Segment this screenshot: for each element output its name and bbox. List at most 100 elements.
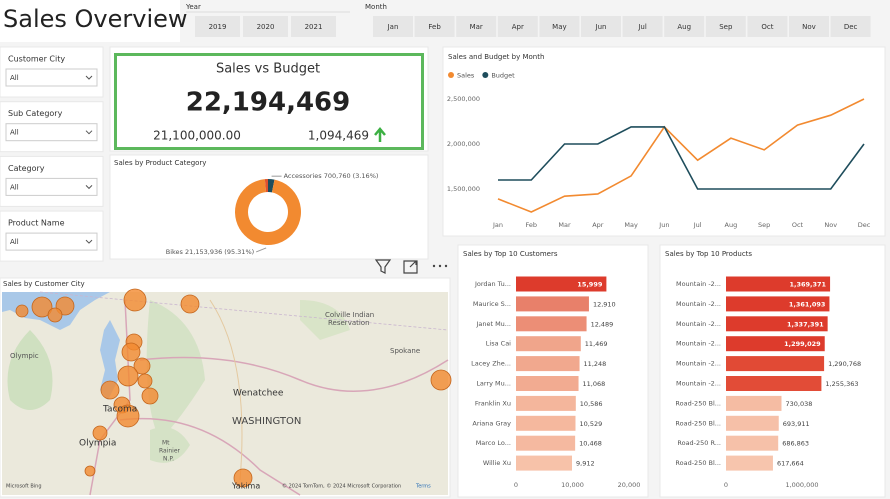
legend-label: Budget bbox=[491, 72, 515, 80]
dropdown-value: All bbox=[10, 129, 19, 137]
map-bubble bbox=[137, 373, 153, 389]
visual-toolbar bbox=[374, 259, 448, 274]
x-tick-label: Apr bbox=[592, 221, 604, 229]
slicer-button[interactable] bbox=[789, 16, 829, 37]
donut-slice bbox=[268, 179, 275, 193]
slicer-label: Sub Category bbox=[8, 109, 63, 118]
slicer-button[interactable] bbox=[497, 16, 538, 37]
data-label: 617,664 bbox=[777, 460, 804, 468]
slicer-button[interactable] bbox=[747, 16, 788, 37]
map-border bbox=[39, 291, 449, 331]
map[interactable]: Olympic Colville Indian Reservation Spok… bbox=[2, 288, 452, 496]
kpi-title: Sales vs Budget bbox=[216, 62, 320, 77]
slicer-button[interactable] bbox=[195, 16, 240, 37]
category-label: Lisa Cai bbox=[486, 340, 511, 348]
data-label: 12,489 bbox=[591, 320, 614, 328]
y-tick-label: 1,500,000 bbox=[447, 185, 480, 193]
map-bubble bbox=[121, 342, 141, 362]
legend-marker bbox=[482, 72, 489, 78]
slicer-button[interactable] bbox=[539, 16, 580, 37]
bar bbox=[726, 415, 779, 431]
slicer-button[interactable] bbox=[243, 16, 288, 37]
dropdown[interactable] bbox=[5, 68, 98, 87]
title-bg bbox=[0, 0, 180, 42]
x-tick-label: Mar bbox=[558, 221, 571, 229]
bar bbox=[516, 415, 576, 431]
chart-title: Sales by Product Category bbox=[114, 159, 206, 167]
map-bubbles bbox=[15, 288, 452, 488]
dot bbox=[432, 264, 436, 268]
data-label: 693,911 bbox=[783, 420, 810, 428]
slicer-button[interactable] bbox=[373, 16, 413, 37]
slicer-button[interactable] bbox=[664, 16, 705, 37]
chevron bbox=[85, 185, 93, 190]
slicer-option: Jan bbox=[387, 23, 399, 31]
slicer-option: Sep bbox=[719, 23, 733, 31]
bar bbox=[516, 376, 579, 391]
series-line bbox=[498, 126, 865, 190]
slicer-button[interactable] bbox=[622, 16, 663, 37]
data-label: Bikes 21,153,936 (95.31%) bbox=[166, 248, 254, 256]
dropdown-value: All bbox=[10, 74, 19, 82]
slicer-button[interactable] bbox=[291, 16, 336, 37]
slicer-button[interactable] bbox=[830, 16, 871, 37]
slicer-button[interactable] bbox=[705, 16, 746, 37]
slicer-label: Month bbox=[365, 3, 387, 11]
map-place: Olympic bbox=[10, 352, 39, 360]
dropdown[interactable] bbox=[5, 123, 98, 142]
slicer-button[interactable] bbox=[581, 16, 621, 37]
x-tick-label: 10,000 bbox=[561, 481, 584, 489]
data-label: 10,468 bbox=[579, 440, 602, 448]
bar bbox=[516, 395, 576, 411]
dropdown[interactable] bbox=[5, 232, 98, 251]
data-label: 1,290,768 bbox=[828, 360, 861, 368]
map-place: Colville Indian bbox=[325, 311, 374, 319]
map-bubble bbox=[180, 294, 200, 314]
filter-icon[interactable] bbox=[374, 259, 392, 274]
slicer-option: Jul bbox=[637, 23, 647, 31]
dot bbox=[438, 264, 442, 268]
chart-title: Sales and Budget by Month bbox=[448, 53, 544, 61]
map-attribution: © 2024 TomTom, © 2024 Microsoft Corporat… bbox=[282, 483, 401, 490]
data-label: 9,912 bbox=[576, 460, 595, 468]
data-label: 10,529 bbox=[579, 420, 602, 428]
slicer-label: Year bbox=[185, 3, 201, 11]
data-label: 1,369,371 bbox=[789, 281, 826, 289]
slicer-option: Feb bbox=[428, 23, 441, 31]
bar bbox=[516, 276, 607, 292]
map-place: Mt bbox=[162, 440, 170, 447]
slicer-button[interactable] bbox=[414, 16, 455, 37]
donut-slice bbox=[264, 179, 268, 193]
category-label: Lacey Zhe... bbox=[471, 360, 511, 368]
chevron bbox=[85, 239, 93, 244]
bar bbox=[726, 316, 828, 332]
more-icon[interactable] bbox=[432, 264, 448, 268]
chart-title: Sales by Top 10 Products bbox=[665, 250, 752, 258]
slicer-button[interactable] bbox=[456, 16, 497, 37]
map-bubble bbox=[31, 296, 53, 318]
category-label: Mountain -2... bbox=[676, 300, 721, 308]
x-tick-label: 1,000,000 bbox=[785, 481, 818, 489]
bar bbox=[726, 276, 831, 292]
map-terms[interactable]: Terms bbox=[415, 484, 431, 490]
map-place: Rainier bbox=[159, 448, 181, 455]
bar bbox=[516, 336, 581, 352]
slicer-option: Apr bbox=[512, 23, 524, 31]
map-place: Reservation bbox=[328, 319, 370, 327]
x-tick-label: 0 bbox=[724, 481, 728, 489]
value-label: 700,760 (3.16%) bbox=[324, 172, 379, 180]
data-label: 11,469 bbox=[585, 340, 608, 348]
dropdown[interactable] bbox=[5, 177, 98, 196]
data-label: 1,361,093 bbox=[789, 300, 826, 308]
category-label: Bikes bbox=[166, 248, 184, 256]
x-tick-label: Nov bbox=[824, 221, 837, 229]
category-label: Larry Mu... bbox=[476, 380, 511, 388]
kpi-border bbox=[114, 53, 424, 150]
slicer-option: 2021 bbox=[305, 23, 323, 31]
category-label: Marco Lo... bbox=[476, 439, 511, 447]
map-bubble bbox=[47, 307, 63, 323]
kpi-value: 22,194,469 bbox=[186, 88, 350, 118]
focus-icon[interactable] bbox=[403, 260, 418, 274]
map-park bbox=[150, 427, 190, 463]
map-title: Sales by Customer City bbox=[3, 280, 85, 288]
